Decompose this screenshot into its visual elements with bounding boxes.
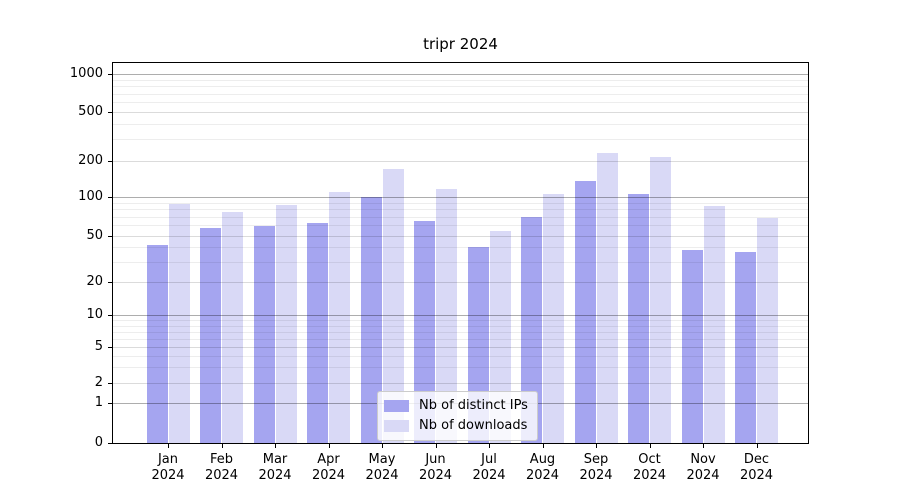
y-tick-dash: [108, 160, 112, 162]
y-tick-label: 20: [86, 274, 103, 290]
x-tick-label: Feb 2024: [204, 452, 239, 483]
y-tick-dash: [108, 403, 112, 405]
x-tick-dash: [703, 444, 704, 448]
x-tick-dash: [382, 444, 383, 448]
chart-title: tripr 2024: [423, 35, 498, 53]
legend: Nb of distinct IPs Nb of downloads: [377, 391, 538, 441]
bar-downloads: [382, 168, 404, 443]
bar-downloads: [275, 204, 297, 443]
bar-downloads: [436, 189, 457, 443]
x-tick-dash: [649, 444, 651, 448]
x-tick-label: Dec 2024: [739, 452, 774, 483]
x-tick-dash: [489, 444, 490, 448]
legend-item: Nb of distinct IPs: [384, 398, 528, 413]
x-tick-label: Mar 2024: [258, 452, 292, 483]
bar-downloads: [222, 212, 243, 443]
bar-distinct-ips: [414, 220, 435, 443]
legend-label: Nb of distinct IPs: [419, 398, 528, 413]
bar-distinct-ips: [200, 228, 221, 443]
y-axis: 0 1 2 5 10 20 50 100 200 500 1000: [0, 62, 112, 450]
bars-layer: [113, 63, 808, 443]
y-tick-dash: [108, 443, 112, 444]
x-tick-dash: [168, 444, 169, 448]
x-tick-label: Aug 2024: [525, 452, 560, 483]
x-tick-label: Nov 2024: [686, 452, 720, 483]
x-tick-label: Jun 2024: [418, 452, 453, 483]
bar-downloads: [757, 217, 778, 443]
y-tick-dash: [108, 383, 112, 385]
bar-distinct-ips: [735, 252, 756, 443]
bar-distinct-ips: [681, 249, 703, 443]
legend-swatch-downloads: [384, 419, 409, 432]
bar-distinct-ips: [307, 222, 328, 443]
bar-distinct-ips: [253, 226, 275, 443]
x-tick-label: Jan 2024: [151, 452, 185, 483]
y-tick-dash: [108, 347, 112, 349]
y-tick-label: 1: [94, 395, 103, 411]
y-tick-label: 10: [86, 307, 103, 323]
x-tick-dash: [221, 444, 223, 448]
x-tick-dash: [275, 444, 276, 448]
y-tick-dash: [108, 235, 112, 237]
x-tick-dash: [542, 444, 544, 448]
y-tick-label: 100: [78, 188, 103, 204]
y-tick-label: 200: [78, 152, 103, 168]
bar-distinct-ips: [146, 244, 168, 443]
bar-downloads: [329, 191, 350, 443]
bar-distinct-ips: [574, 180, 596, 443]
y-tick-dash: [108, 74, 112, 75]
y-tick-dash: [108, 315, 112, 317]
legend-swatch-distinct-ips: [384, 399, 409, 412]
x-tick-label: Sep 2024: [579, 452, 613, 483]
plot-area: Nb of distinct IPs Nb of downloads: [112, 62, 809, 444]
y-tick-label: 500: [78, 103, 103, 119]
x-tick-dash: [756, 444, 758, 448]
bar-downloads: [489, 231, 511, 443]
y-tick-label: 1000: [69, 66, 103, 81]
x-tick-label: Oct 2024: [632, 452, 667, 483]
bar-downloads: [650, 156, 671, 443]
x-axis: Jan 2024 Feb 2024 Mar 2024 Apr 2024 May 2024 Jun 20…: [112, 444, 809, 496]
y-tick-label: 2: [94, 375, 103, 391]
x-tick-label: May 2024: [365, 452, 399, 483]
y-tick-dash: [108, 282, 112, 284]
bar-distinct-ips: [628, 193, 649, 443]
x-tick-label: Apr 2024: [311, 452, 346, 483]
bar-distinct-ips: [360, 196, 382, 443]
legend-label: Nb of downloads: [419, 418, 528, 433]
y-tick-label: 0: [94, 435, 103, 450]
legend-item: Nb of downloads: [384, 418, 528, 433]
bar-downloads: [596, 152, 618, 443]
x-tick-label: Jul 2024: [472, 452, 506, 483]
bar-downloads: [703, 206, 725, 443]
bar-downloads: [543, 194, 564, 443]
y-tick-dash: [108, 196, 112, 198]
y-tick-label: 5: [94, 339, 103, 355]
x-tick-dash: [435, 444, 437, 448]
x-tick-dash: [596, 444, 597, 448]
x-tick-dash: [328, 444, 330, 448]
y-tick-dash: [108, 111, 112, 113]
y-tick-label: 50: [86, 227, 103, 243]
bar-downloads: [168, 203, 190, 443]
bar-distinct-ips: [521, 216, 542, 443]
